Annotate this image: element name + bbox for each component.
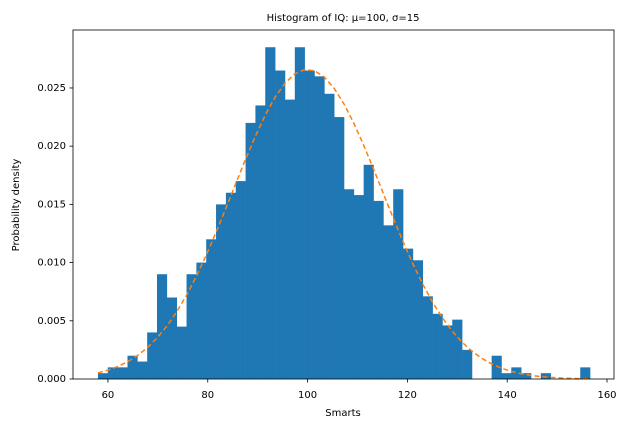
x-axis-label: Smarts (325, 408, 360, 419)
bar (245, 122, 256, 379)
bar (275, 70, 286, 379)
y-tick-label: 0.025 (37, 83, 66, 94)
bar (511, 367, 522, 379)
bar (343, 189, 355, 379)
bar (432, 313, 443, 379)
bar (373, 200, 384, 379)
bar (216, 204, 227, 379)
bar (166, 297, 178, 379)
x-tick-label: 120 (398, 390, 417, 401)
bar (422, 296, 433, 379)
y-tick-label: 0.005 (37, 316, 66, 327)
bar (255, 105, 266, 379)
bar (235, 181, 246, 379)
y-tick-label: 0.010 (37, 258, 66, 269)
bar (206, 239, 217, 379)
bar (225, 192, 237, 379)
bar (294, 47, 305, 379)
bar (462, 349, 473, 379)
x-tick-label: 80 (201, 390, 214, 401)
bar (412, 260, 424, 379)
bar (501, 373, 512, 379)
bar (403, 248, 414, 379)
bar (491, 355, 502, 379)
x-tick-label: 160 (597, 390, 616, 401)
x-tick-label: 140 (498, 390, 517, 401)
bar (580, 367, 591, 379)
bar (393, 189, 404, 379)
y-tick-label: 0.000 (37, 374, 66, 385)
x-tick-label: 60 (102, 390, 115, 401)
y-tick-label: 0.020 (37, 141, 66, 152)
fit-line (97, 68, 591, 380)
bar (137, 361, 148, 379)
bar (383, 225, 394, 379)
bar (196, 262, 207, 379)
x-tick-label: 100 (298, 390, 317, 401)
bar (324, 93, 335, 379)
bar (521, 373, 532, 379)
bar (314, 76, 325, 380)
bar (442, 325, 453, 379)
bar (334, 117, 345, 380)
bar (147, 332, 158, 379)
chart-title: Histogram of IQ: μ=100, σ=15 (267, 13, 420, 24)
bar (363, 164, 374, 379)
bar (156, 274, 168, 379)
bar (176, 326, 187, 379)
bar (284, 99, 296, 379)
bar (186, 274, 197, 379)
y-tick-label: 0.015 (37, 199, 66, 210)
bar (540, 373, 551, 379)
bar (107, 367, 118, 379)
y-axis-label: Probability density (11, 159, 22, 252)
bar (304, 70, 315, 379)
bar (97, 373, 109, 379)
bar (127, 355, 138, 379)
bar (265, 47, 276, 379)
bar (452, 319, 463, 379)
bar (117, 367, 128, 379)
bar (353, 195, 364, 379)
